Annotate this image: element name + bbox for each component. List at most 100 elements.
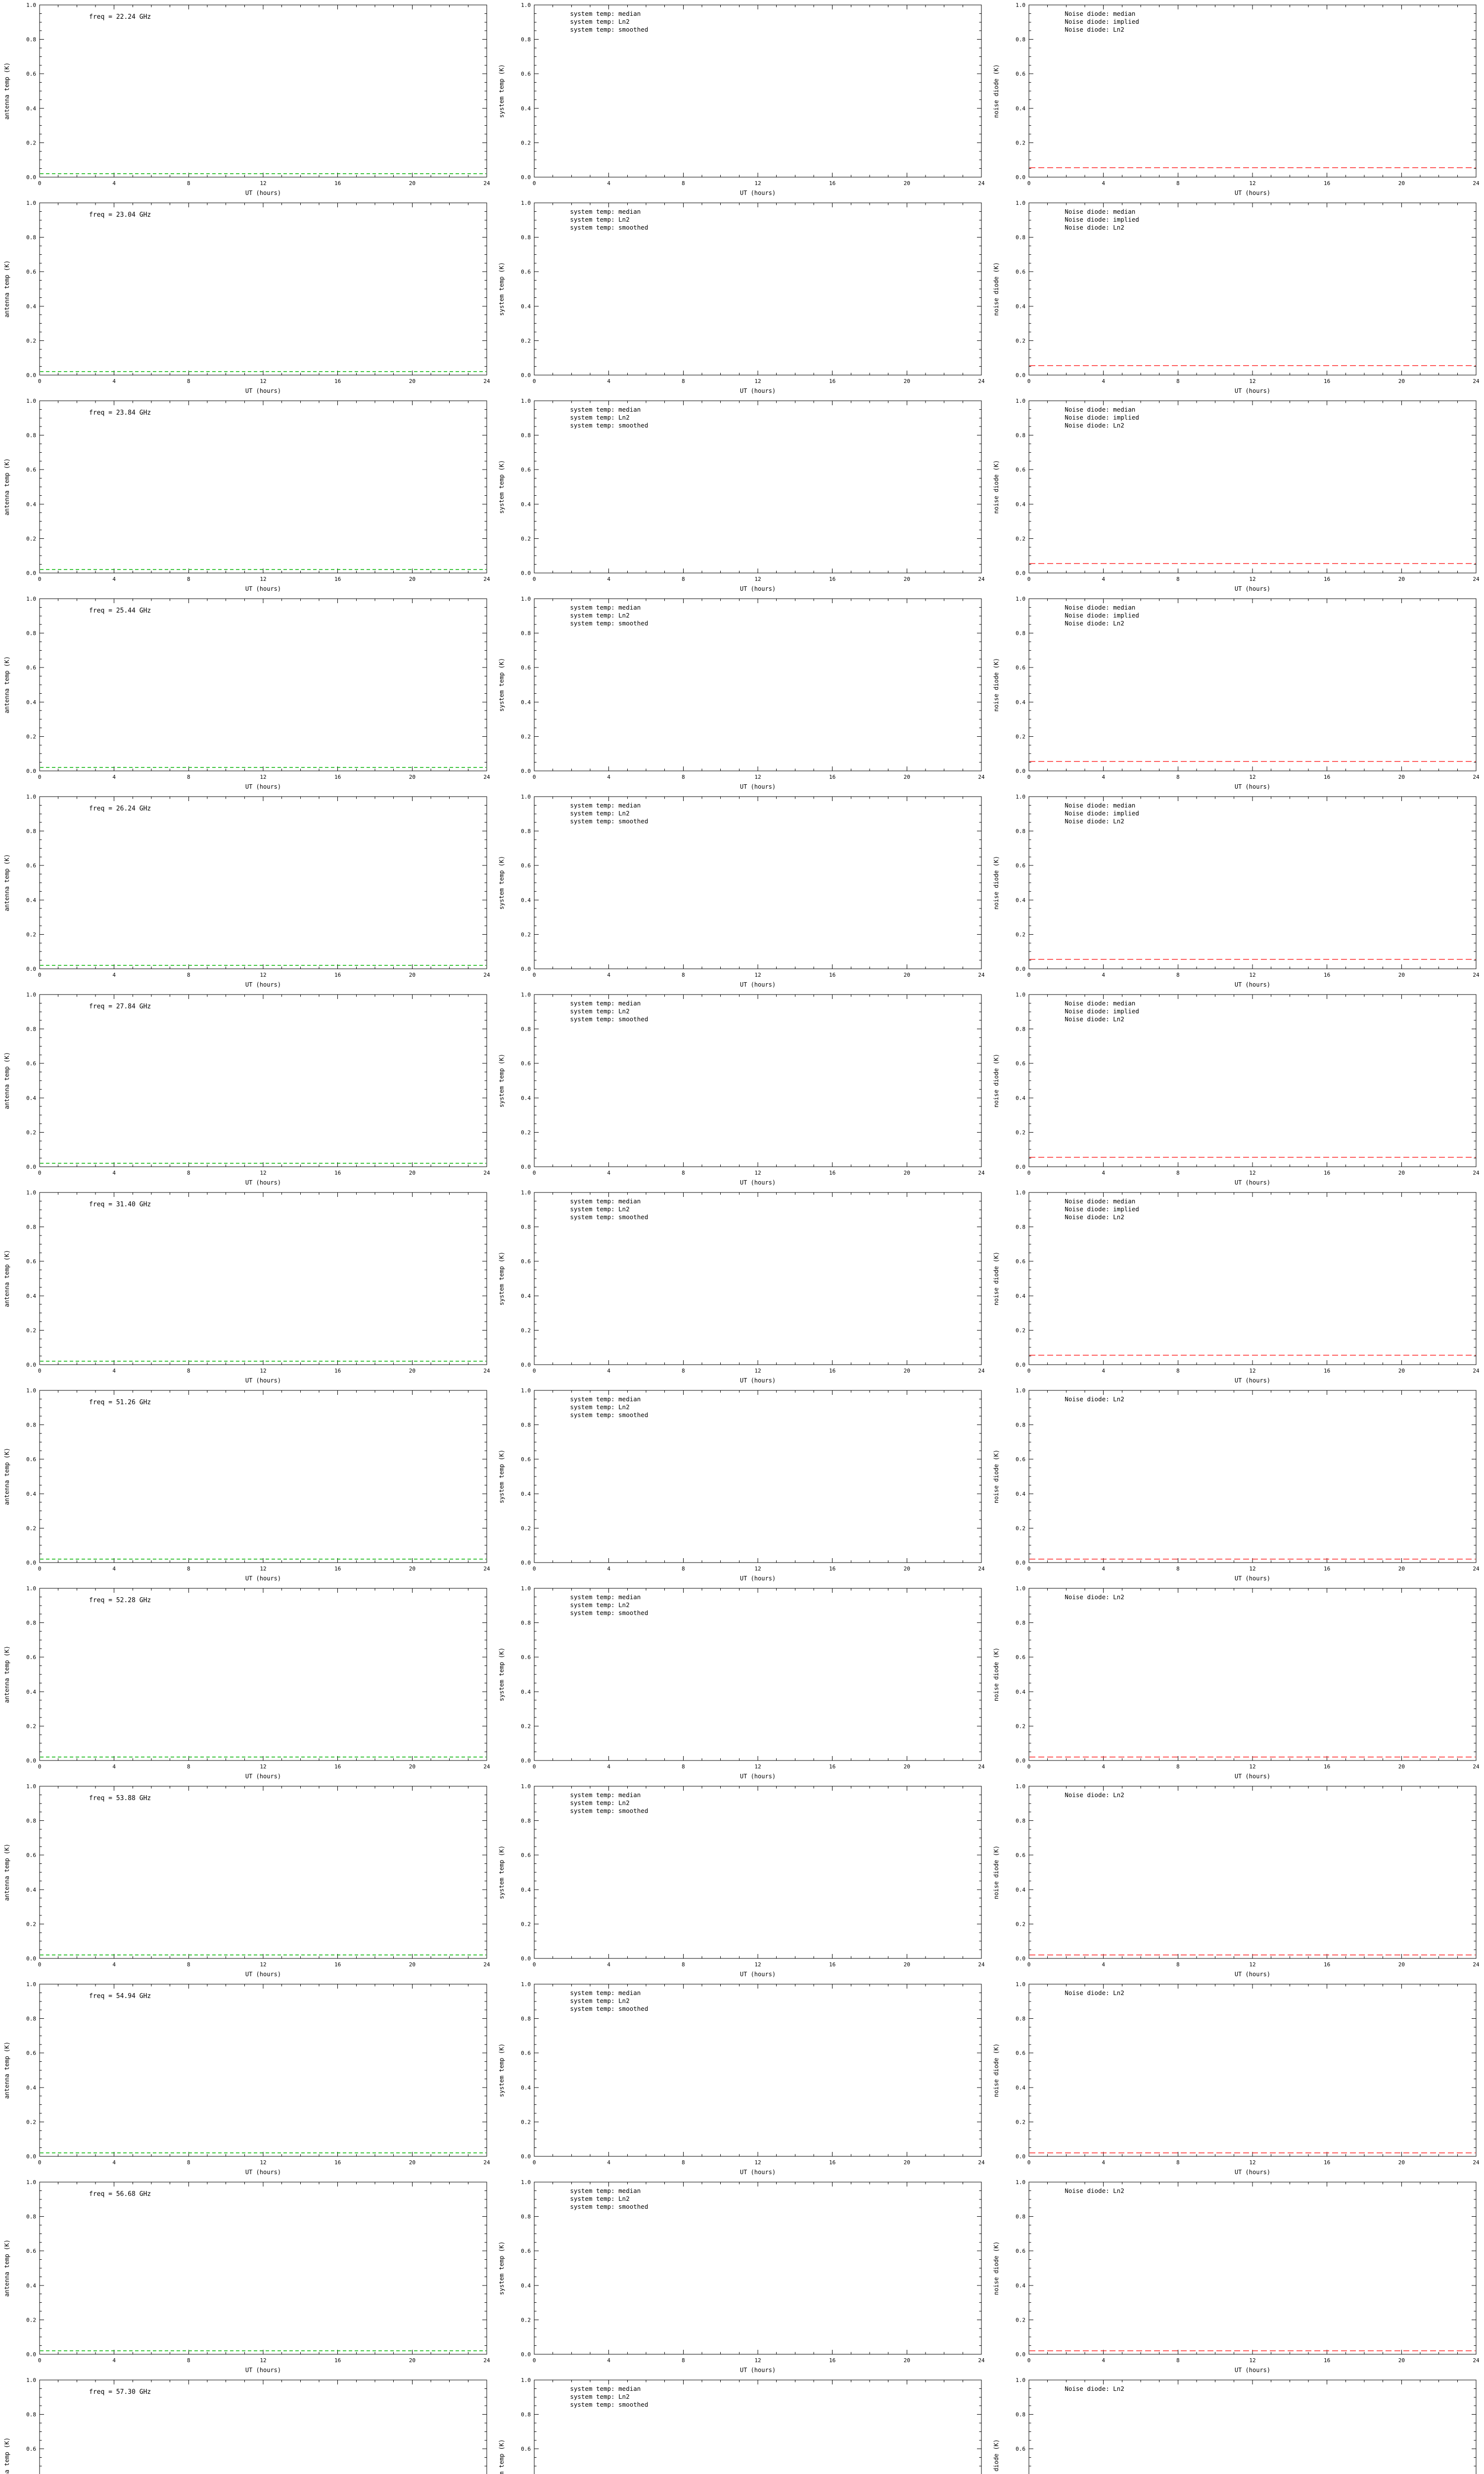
y-tick-label: 0.6	[1016, 665, 1025, 671]
axis-ticks	[39, 1786, 487, 1959]
tick-labels: 0 4 8 12 16 20 24 0.0 0.2 0.4 0.6 0.8 1.0	[26, 1585, 490, 1770]
x-tick-label: 4	[1102, 774, 1105, 780]
y-tick-label: 0.4	[1016, 501, 1025, 508]
x-axis-label: UT (hours)	[245, 981, 281, 988]
x-tick-label: 24	[1473, 1961, 1480, 1968]
x-tick-label: 16	[829, 972, 835, 978]
y-tick-label: 0.4	[521, 699, 531, 706]
axis-ticks	[39, 796, 487, 969]
plot-row9-col1: 0 4 8 12 16 20 24 0.0 0.2 0.4 0.6 0.8 1.0 UT (hours) a…	[0, 1583, 495, 1781]
y-tick-label: 0.0	[521, 2153, 531, 2160]
x-tick-label: 16	[1324, 1961, 1330, 1968]
y-tick-label: 0.6	[1016, 1852, 1025, 1858]
plot-row12-col3: 0 4 8 12 16 20 24 0.0 0.2 0.4 0.6 0.8 1.0 UT (hours) n…	[989, 2177, 1484, 2375]
x-tick-label: 8	[1176, 774, 1180, 780]
x-tick-label: 24	[978, 972, 985, 978]
plot-svg-51.26-c3: 0 4 8 12 16 20 24 0.0 0.2 0.4 0.6 0.8 1.0 UT (hours) n…	[993, 1387, 1480, 1582]
y-tick-label: 1.0	[26, 596, 36, 602]
y-axis-label: system temp (K)	[498, 64, 505, 118]
x-tick-label: 24	[483, 2357, 490, 2364]
y-tick-label: 0.6	[1016, 862, 1025, 869]
plot-row2-col2: 0 4 8 12 16 20 24 0.0 0.2 0.4 0.6 0.8 1.0 UT (hours) s…	[495, 198, 989, 396]
legend-entry: system temp: median	[570, 802, 641, 809]
axis-ticks	[534, 1192, 982, 1365]
y-tick-label: 0.8	[1016, 1026, 1025, 1033]
legend-entry: Noise diode: Ln2	[1065, 26, 1124, 33]
legend-entry: system temp: Ln2	[570, 809, 629, 817]
x-tick-label: 8	[1176, 1961, 1180, 1968]
axis-ticks	[39, 2379, 487, 2467]
legend-entry: Noise diode: Ln2	[1065, 1015, 1124, 1023]
x-tick-label: 12	[1249, 1961, 1255, 1968]
x-tick-label: 12	[1249, 1368, 1255, 1374]
plot-frame	[1028, 2379, 1477, 2474]
y-axis-label: system temp (K)	[498, 856, 505, 909]
tick-labels: 0 4 8 12 16 20 24 0.0 0.2 0.4 0.6 0.8 1.0	[26, 596, 490, 780]
x-tick-label: 20	[1398, 2357, 1405, 2364]
y-axis-label: system temp (K)	[498, 1054, 505, 1107]
x-tick-label: 0	[533, 180, 536, 187]
y-axis-label: system temp (K)	[498, 2044, 505, 2097]
x-tick-label: 12	[260, 1961, 266, 1968]
plot-svg-56.68-c2: 0 4 8 12 16 20 24 0.0 0.2 0.4 0.6 0.8 1.0 UT (hours) s…	[498, 2179, 985, 2374]
y-tick-label: 1.0	[521, 398, 531, 404]
x-tick-label: 20	[904, 1170, 910, 1176]
x-tick-label: 20	[1398, 1763, 1405, 1770]
x-tick-label: 16	[334, 1566, 341, 1572]
tick-labels: 0 4 8 12 16 20 24 0.0 0.2 0.4 0.6 0.8 1.0	[26, 1981, 490, 2166]
y-tick-label: 0.6	[26, 2050, 36, 2056]
x-axis-label: UT (hours)	[1235, 2367, 1270, 2374]
x-tick-label: 4	[112, 378, 116, 384]
y-tick-label: 0.6	[521, 71, 531, 77]
axis-ticks	[534, 202, 982, 376]
tick-labels: 0 4 8 12 16 20 24 0.0 0.2 0.4 0.6 0.8 1.0	[521, 1585, 985, 1770]
x-tick-label: 12	[754, 378, 761, 384]
plot-row10-col1: 0 4 8 12 16 20 24 0.0 0.2 0.4 0.6 0.8 1.0 UT (hours) a…	[0, 1781, 495, 1979]
x-tick-label: 16	[1324, 2357, 1330, 2364]
x-tick-label: 24	[483, 378, 490, 384]
freq-label: freq = 23.04 GHz	[89, 211, 151, 219]
x-axis-label: UT (hours)	[740, 1179, 776, 1186]
x-tick-label: 24	[978, 180, 985, 187]
x-axis-label: UT (hours)	[740, 1773, 776, 1780]
plot-svg-26.24-c3: 0 4 8 12 16 20 24 0.0 0.2 0.4 0.6 0.8 1.0 UT (hours) n…	[993, 794, 1480, 988]
legend-entry: system temp: smoothed	[570, 817, 648, 825]
freq-label: freq = 53.88 GHz	[89, 1795, 151, 1802]
legend-entry: system temp: Ln2	[570, 1799, 629, 1807]
plot-frame	[1028, 1786, 1477, 1959]
x-tick-label: 24	[1473, 1566, 1480, 1572]
plot-svg-53.88-c2: 0 4 8 12 16 20 24 0.0 0.2 0.4 0.6 0.8 1.0 UT (hours) s…	[498, 1783, 985, 1978]
x-tick-label: 8	[187, 2357, 190, 2364]
tick-labels: 0 4 8 12 16 20 24 0.0 0.2 0.4 0.6 0.8 1.0	[521, 2179, 985, 2364]
x-tick-label: 0	[533, 972, 536, 978]
y-axis-label: system temp (K)	[498, 262, 505, 316]
x-tick-label: 24	[978, 2159, 985, 2166]
x-tick-label: 4	[607, 180, 610, 187]
plot-svg-31.40-c3: 0 4 8 12 16 20 24 0.0 0.2 0.4 0.6 0.8 1.0 UT (hours) n…	[993, 1189, 1480, 1384]
legend: Noise diode: Ln2	[1064, 1593, 1125, 1602]
plot-row6-col2: 0 4 8 12 16 20 24 0.0 0.2 0.4 0.6 0.8 1.0 UT (hours) s…	[495, 990, 989, 1188]
y-tick-label: 0.6	[1016, 1654, 1025, 1661]
y-tick-label: 0.4	[26, 303, 36, 310]
y-tick-label: 1.0	[1016, 1783, 1025, 1790]
x-tick-label: 4	[1102, 2357, 1105, 2364]
axis-ticks	[1028, 1984, 1477, 2157]
plot-frame	[39, 598, 487, 771]
tick-labels: 0 4 8 12 16 20 24 0.0 0.2 0.4 0.6 0.8 1.0	[1016, 398, 1480, 582]
y-tick-label: 0.0	[521, 372, 531, 379]
plot-row1-col1: 0 4 8 12 16 20 24 0.0 0.2 0.4 0.6 0.8 1.0 UT (hours) a…	[0, 0, 495, 198]
x-tick-label: 8	[187, 1368, 190, 1374]
y-tick-label: 1.0	[521, 794, 531, 800]
y-tick-label: 0.4	[1016, 1095, 1025, 1101]
legend-entry: system temp: median	[570, 604, 641, 611]
x-tick-label: 4	[607, 1368, 610, 1374]
legend-entry: Noise diode: implied	[1065, 18, 1139, 25]
tick-labels: 0 4 8 12 16 20 24 0.0 0.2 0.4 0.6 0.8 1.0	[1016, 992, 1480, 1176]
y-tick-label: 0.0	[26, 1758, 36, 1764]
x-tick-label: 24	[1473, 1368, 1480, 1374]
x-tick-label: 4	[607, 2357, 610, 2364]
legend-entry: Noise diode: median	[1065, 1197, 1135, 1205]
y-tick-label: 0.6	[1016, 2248, 1025, 2254]
x-tick-label: 8	[682, 1961, 685, 1968]
y-tick-label: 0.0	[1016, 1955, 1025, 1962]
